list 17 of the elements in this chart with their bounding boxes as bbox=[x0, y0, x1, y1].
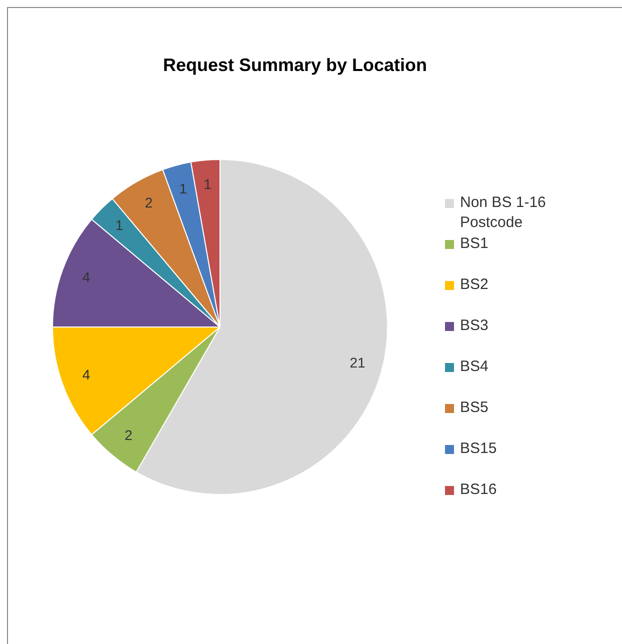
legend-label: BS4 bbox=[460, 357, 490, 377]
data-label: 4 bbox=[82, 366, 90, 383]
legend-label: BS3 bbox=[460, 316, 490, 336]
data-label: 4 bbox=[82, 269, 90, 286]
data-label: 2 bbox=[144, 194, 153, 211]
legend-label: BS1 bbox=[460, 234, 490, 254]
data-label: 2 bbox=[124, 426, 133, 443]
legend-label: Non BS 1-16 Postcode bbox=[460, 193, 547, 233]
data-label: 1 bbox=[179, 180, 188, 196]
legend-label: BS5 bbox=[460, 398, 490, 418]
legend-label: BS2 bbox=[460, 275, 490, 295]
data-label: 21 bbox=[350, 354, 366, 371]
legend-label: BS16 bbox=[460, 480, 498, 500]
legend-label: BS15 bbox=[460, 439, 498, 459]
data-label: 1 bbox=[204, 176, 212, 192]
chart-title: Request Summary by Location bbox=[162, 55, 428, 76]
data-label: 1 bbox=[115, 217, 124, 234]
